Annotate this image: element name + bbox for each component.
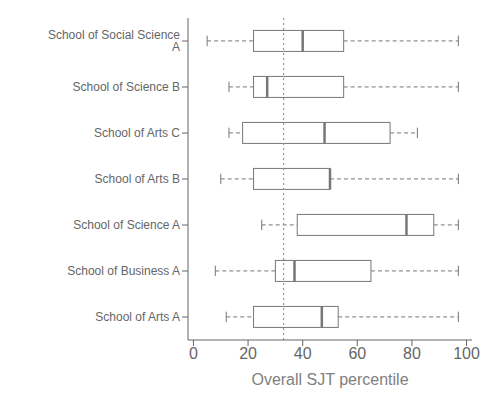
- svg-text:School of Arts C: School of Arts C: [94, 126, 180, 140]
- svg-text:School of Social ScienceA: School of Social ScienceA: [48, 28, 180, 54]
- svg-text:80: 80: [403, 345, 421, 362]
- svg-text:20: 20: [239, 345, 257, 362]
- svg-text:School of Science A: School of Science A: [73, 218, 180, 232]
- svg-text:School of Arts B: School of Arts B: [95, 172, 180, 186]
- svg-text:School of Business A: School of Business A: [67, 264, 180, 278]
- svg-text:100: 100: [453, 345, 480, 362]
- svg-text:School of Arts A: School of Arts A: [95, 310, 180, 324]
- svg-text:60: 60: [348, 345, 366, 362]
- svg-text:0: 0: [189, 345, 198, 362]
- svg-text:Overall SJT percentile: Overall SJT percentile: [251, 371, 408, 388]
- svg-text:School of Science B: School of Science B: [73, 80, 180, 94]
- svg-text:40: 40: [294, 345, 312, 362]
